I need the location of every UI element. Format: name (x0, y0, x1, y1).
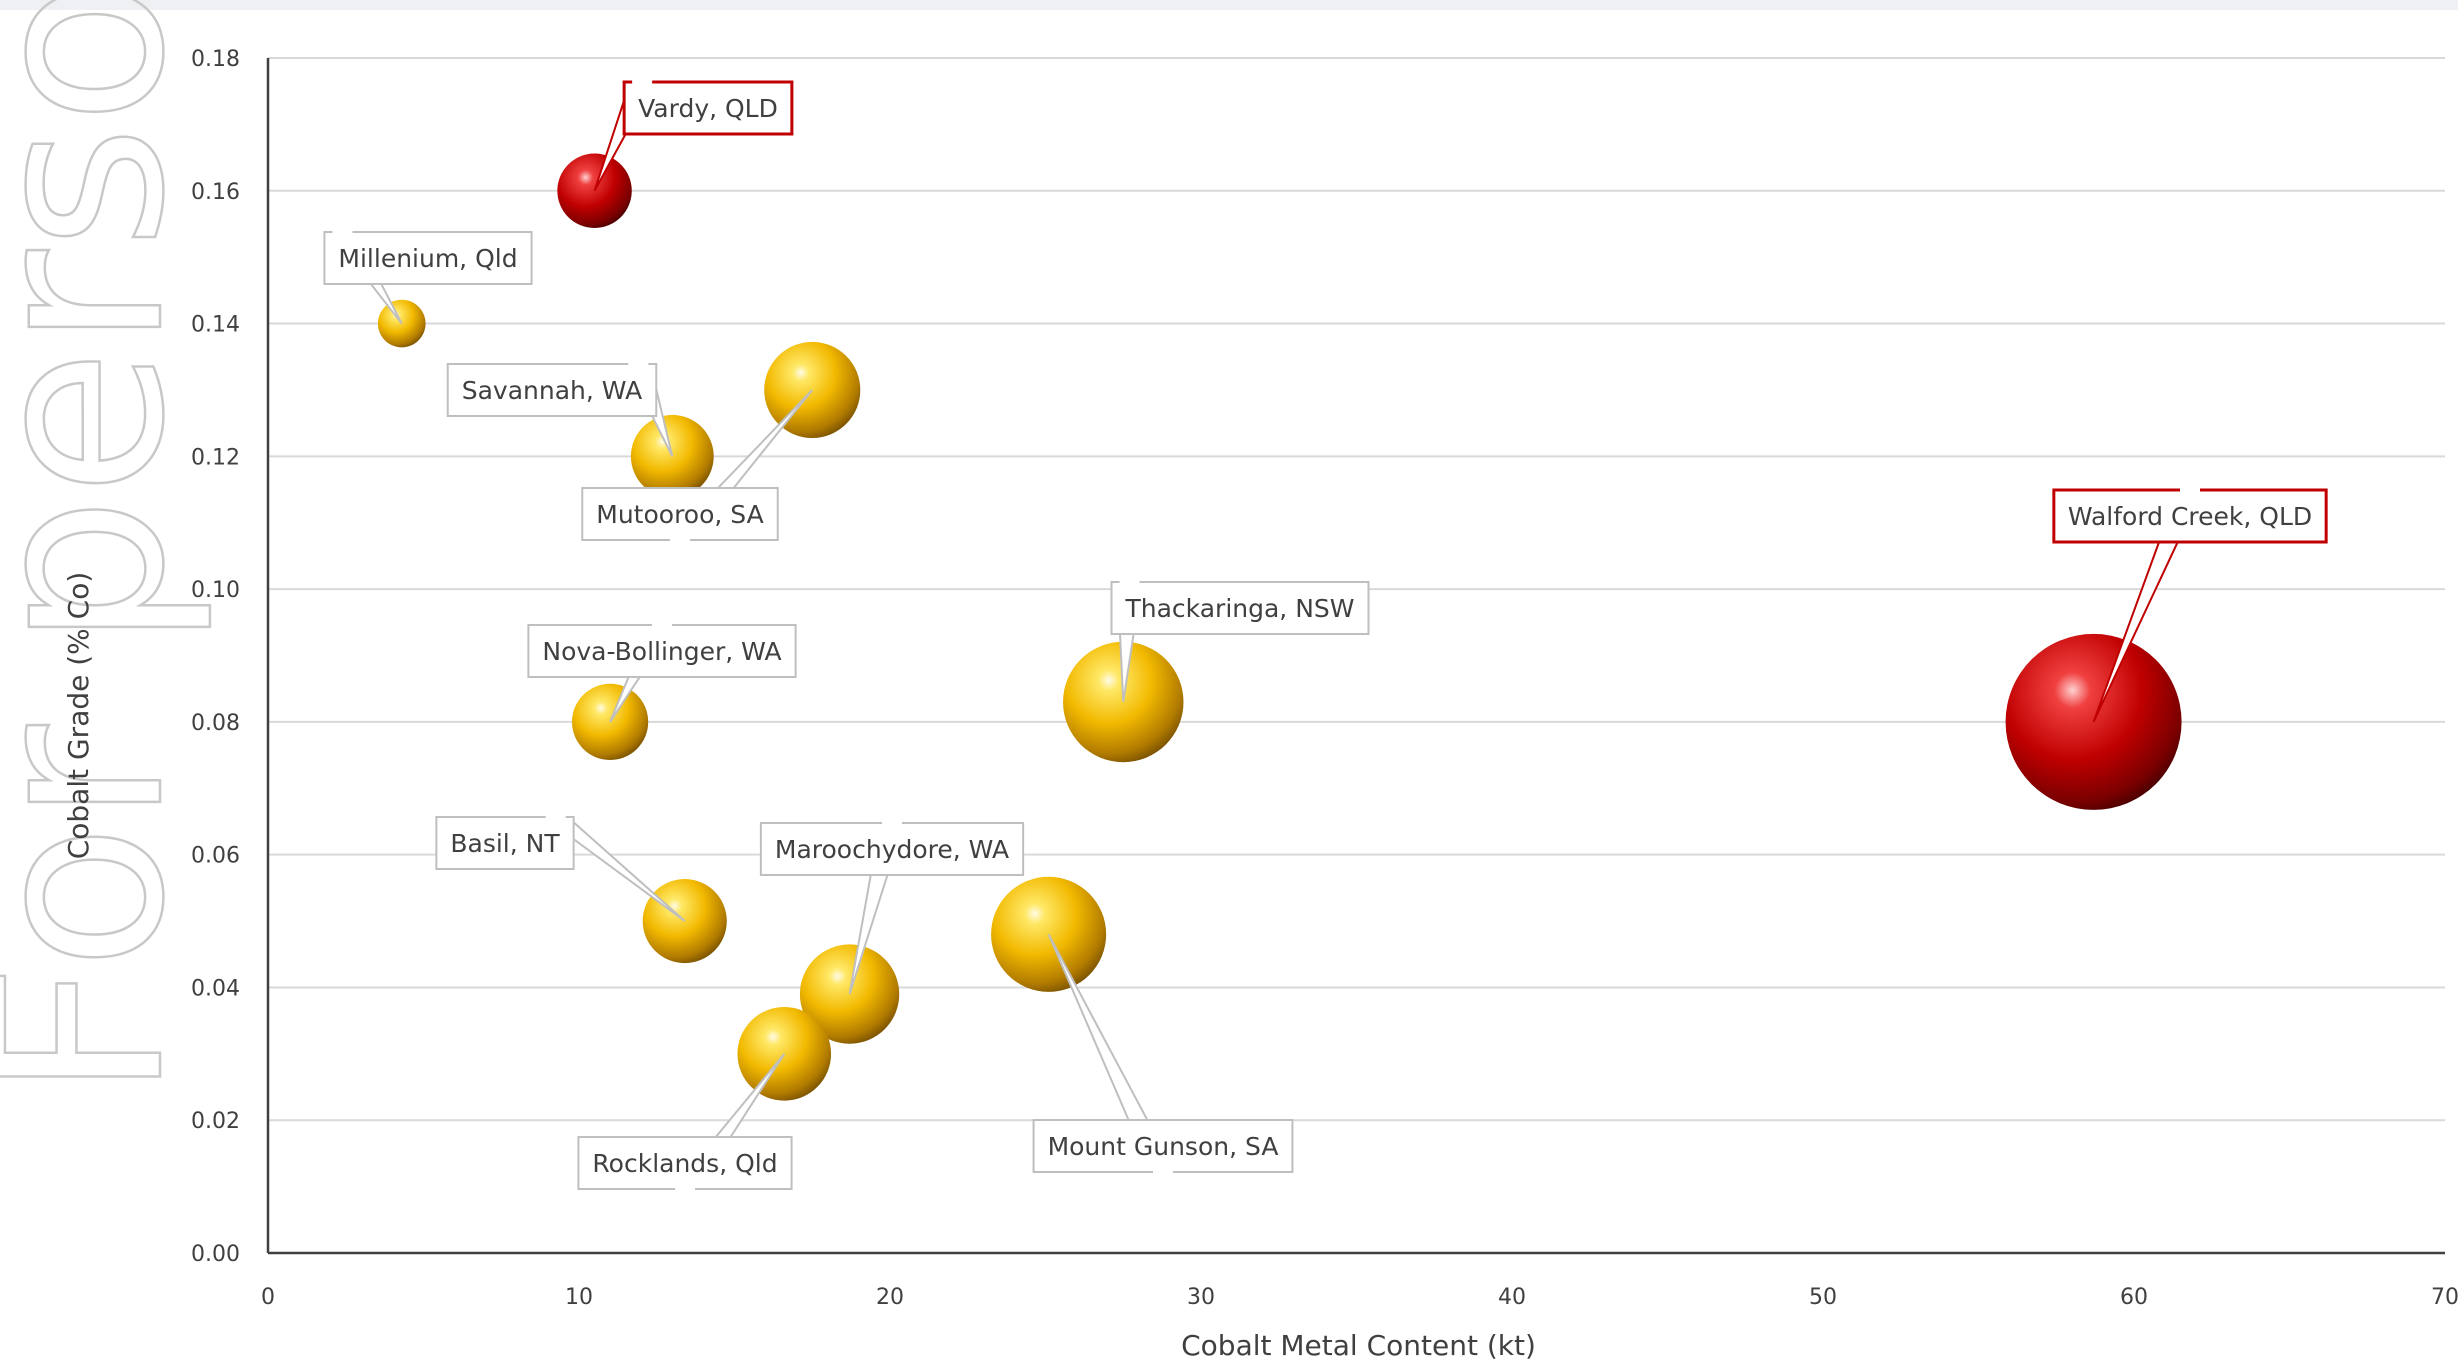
data-label-text: Millenium, Qld (338, 244, 517, 273)
y-axis-title: Cobalt Grade (% Co) (62, 572, 95, 860)
data-label: Nova-Bollinger, WA (527, 623, 797, 723)
x-tick-label: 0 (261, 1285, 275, 1310)
x-tick-label: 10 (565, 1285, 593, 1310)
y-tick-label: 0.00 (191, 1242, 240, 1267)
y-tick-label: 0.12 (191, 445, 240, 470)
data-label: Savannah, WA (446, 362, 674, 457)
x-tick-label: 50 (1809, 1285, 1837, 1310)
data-label: Walford Creek, QLD (2052, 488, 2328, 723)
data-label: Basil, NT (435, 815, 686, 922)
y-tick-label: 0.08 (191, 711, 240, 736)
y-tick-label: 0.04 (191, 976, 240, 1001)
y-tick-label: 0.14 (191, 313, 240, 338)
x-tick-label: 20 (876, 1285, 904, 1310)
data-label: Maroochydore, WA (759, 821, 1025, 995)
data-label-text: Vardy, QLD (638, 94, 778, 123)
data-label-text: Thackaringa, NSW (1125, 594, 1355, 623)
watermark: For personal (0, 0, 218, 1101)
data-label-text: Mount Gunson, SA (1048, 1132, 1279, 1161)
y-tick-label: 0.06 (191, 844, 240, 869)
y-tick-label: 0.16 (191, 180, 240, 205)
data-label-text: Basil, NT (450, 829, 560, 858)
data-label-text: Maroochydore, WA (775, 835, 1009, 864)
y-tick-label: 0.18 (191, 47, 240, 72)
x-tick-label: 40 (1498, 1285, 1526, 1310)
x-tick-label: 70 (2431, 1285, 2458, 1310)
x-axis-title: Cobalt Metal Content (kt) (1181, 1329, 1536, 1362)
data-label: Mount Gunson, SA (1032, 933, 1294, 1174)
data-label: Millenium, Qld (323, 230, 533, 325)
data-label-text: Nova-Bollinger, WA (542, 637, 781, 666)
data-labels: Vardy, QLD Millenium, Qld Savannah, WA Muto… (323, 80, 2328, 1191)
x-tick-label: 30 (1187, 1285, 1215, 1310)
data-label: Vardy, QLD (593, 80, 794, 192)
top-band (0, 0, 2458, 10)
x-tick-label: 60 (2120, 1285, 2148, 1310)
data-label: Rocklands, Qld (577, 1053, 793, 1191)
data-label-text: Mutooroo, SA (596, 500, 763, 529)
data-label-text: Savannah, WA (462, 376, 643, 405)
axes: 0.00 0.02 0.04 0.06 0.08 0.10 0.12 0.14 0.16 0.18… (62, 47, 2458, 1362)
y-tick-label: 0.02 (191, 1109, 240, 1134)
data-label: Mutooroo, SA (581, 389, 814, 542)
watermark-text: For personal (0, 0, 217, 1100)
y-tick-label: 0.10 (191, 578, 240, 603)
data-label-text: Walford Creek, QLD (2068, 502, 2312, 531)
data-label: Thackaringa, NSW (1110, 580, 1370, 703)
data-label-text: Rocklands, Qld (592, 1149, 777, 1178)
